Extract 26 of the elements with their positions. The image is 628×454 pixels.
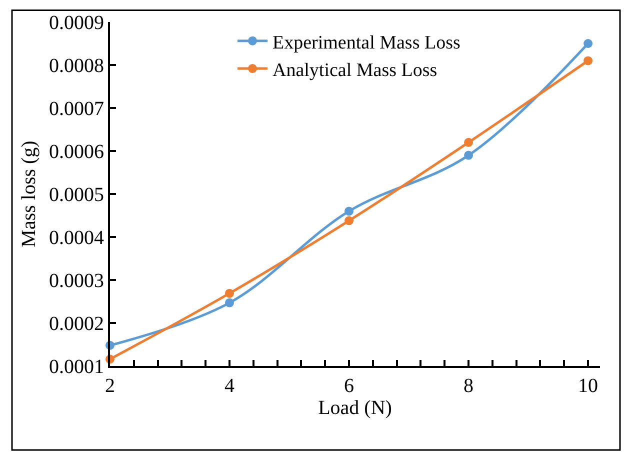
x-tick-label: 10	[578, 375, 598, 397]
y-tick-label: 0.0004	[49, 227, 104, 249]
x-tick-label: 8	[464, 375, 474, 397]
y-tick-label: 0.0002	[49, 313, 104, 335]
y-tick-label: 0.0007	[49, 98, 104, 120]
y-axis-title: Mass loss (g)	[18, 140, 40, 248]
x-tick-label: 4	[224, 375, 235, 397]
point	[584, 39, 593, 48]
y-tick-label: 0.0003	[49, 270, 104, 292]
point	[225, 288, 234, 298]
point	[344, 206, 354, 216]
y-tick-label: 0.0008	[49, 55, 104, 77]
point	[225, 298, 234, 308]
y-tick-label: 0.0009	[49, 12, 104, 34]
legend-label: Analytical Mass Loss	[272, 60, 438, 81]
point	[584, 56, 593, 66]
y-tick-label: 0.0005	[49, 184, 104, 206]
x-axis-title: Load (N)	[318, 397, 392, 419]
legend-label: Experimental Mass Loss	[272, 32, 460, 54]
point	[464, 138, 474, 147]
x-tick-label: 6	[344, 375, 354, 397]
y-tick-label: 0.0006	[49, 141, 104, 163]
y-tick-label: 0.0001	[49, 356, 104, 378]
point	[464, 150, 474, 160]
point	[344, 216, 354, 226]
x-tick-label: 2	[105, 375, 115, 397]
